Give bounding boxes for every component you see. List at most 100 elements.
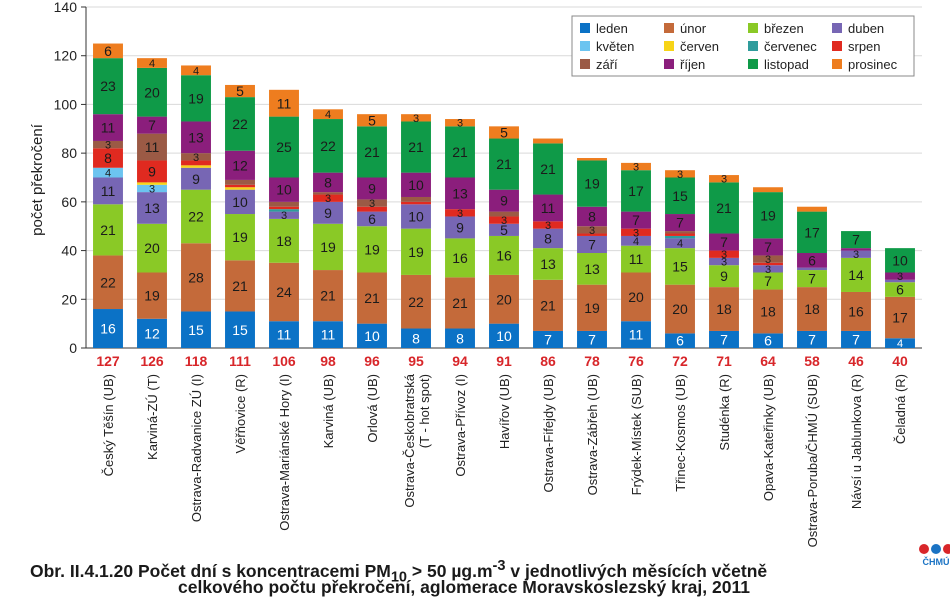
bar-value-label: 7 — [764, 239, 772, 255]
x-category-label: Orlová (UB) — [365, 374, 380, 443]
legend-swatch-květen — [580, 41, 590, 51]
bar-value-label: 4 — [633, 236, 639, 248]
bar-value-label: 19 — [408, 244, 424, 260]
bar-value-label: 18 — [804, 301, 820, 317]
legend-label: prosinec — [848, 57, 898, 72]
bar-segment-duben — [181, 167, 211, 190]
bar-segment-listopad — [489, 138, 519, 190]
bar-value-label: 3 — [897, 271, 903, 283]
bar-value-label: 11 — [101, 183, 116, 199]
bar-value-label: 6 — [368, 211, 376, 227]
bar-value-label: 19 — [188, 90, 204, 106]
bar-segment-září — [753, 255, 783, 263]
bar-segment-březen — [753, 272, 783, 290]
bar-segment-srpen — [357, 206, 387, 212]
total-label: 111 — [229, 353, 251, 369]
bar-segment-září — [577, 226, 607, 234]
bar-value-label: 25 — [276, 139, 292, 155]
bar-segment-únor — [313, 270, 343, 322]
bar-segment-říjen — [137, 116, 167, 134]
bar-segment-září — [137, 133, 167, 161]
legend: leden únor březen duben květen červen červenec… — [571, 15, 915, 77]
bar-segment-květen — [137, 184, 167, 193]
total-labels: 127 126 118 111 106 98 96 95 94 91 86 78 76 72 71 64 58 4… — [96, 353, 908, 369]
bar-value-label: 14 — [848, 267, 864, 283]
bar-segment-únor — [225, 260, 255, 312]
caption-line-2: celkového počtu překročení, aglomerace M… — [178, 577, 750, 597]
legend-label: srpen — [848, 39, 881, 54]
bar-value-label: 15 — [672, 258, 688, 274]
bar-value-label: 8 — [544, 230, 552, 246]
bar-segment-únor — [577, 284, 607, 331]
bar-value-label: 8 — [324, 174, 332, 190]
bar-segment-prosinec — [621, 162, 651, 171]
bar-segment-březen — [357, 226, 387, 273]
bar-segment-únor — [753, 289, 783, 334]
stacked-bar-chart: 0 20 40 60 80 100 120 140 počet překročení 16 22… — [29, 0, 922, 547]
bar-segment-leden — [137, 318, 167, 348]
bar-segment-prosinec — [93, 43, 123, 59]
x-category-label: Ostrava-Fifejdy (UB) — [541, 374, 556, 492]
bar-value-label: 4 — [193, 65, 199, 77]
bar-value-label: 5 — [236, 83, 244, 99]
bar-segment-srpen — [93, 148, 123, 168]
x-category-label: Frýdek-Místek (SUB) — [629, 374, 644, 495]
bar-segment-listopad — [709, 182, 739, 234]
bar-segment-srpen — [269, 206, 299, 210]
bar-segment-březen — [225, 214, 255, 261]
bar-value-label: 9 — [720, 268, 728, 284]
bar-value-label: 3 — [765, 254, 771, 266]
bar-value-label: 7 — [720, 332, 728, 348]
bar-segment-srpen — [621, 228, 651, 236]
bar-segment-srpen — [489, 216, 519, 224]
bar-value-label: 18 — [276, 233, 292, 249]
bar-value-label: 3 — [545, 220, 551, 232]
bar-segment-leden — [753, 333, 783, 348]
bar-segment-únor — [269, 262, 299, 322]
bar-segment-říjen — [313, 172, 343, 193]
total-label: 46 — [848, 353, 864, 369]
bar-segment-říjen — [577, 206, 607, 227]
y-tick-label: 100 — [54, 96, 78, 112]
bar-value-label: 7 — [588, 237, 596, 253]
legend-label: červen — [680, 39, 719, 54]
x-category-label-group: Ostrava-Fifejdy (UB) — [541, 374, 556, 492]
bar-segment-leden — [181, 311, 211, 348]
bar-segment-říjen — [357, 177, 387, 200]
bar-segment-duben — [93, 177, 123, 205]
bar-segment-leden — [577, 330, 607, 348]
bar-value-label: 3 — [853, 249, 859, 261]
bar-segment-duben — [665, 238, 695, 249]
total-label: 96 — [364, 353, 380, 369]
legend-swatch-říjen — [664, 59, 674, 69]
bar-value-label: 13 — [144, 200, 160, 216]
bar-value-label: 3 — [677, 169, 683, 181]
bar-segment-prosinec — [489, 126, 519, 139]
bar-segment-říjen — [181, 121, 211, 154]
bar-value-label: 10 — [232, 194, 248, 210]
bar-value-label: 21 — [496, 156, 512, 172]
legend-label: říjen — [680, 57, 705, 72]
bar-value-label: 3 — [457, 118, 463, 130]
bar-value-label: 11 — [101, 120, 116, 136]
bar-value-label: 10 — [364, 328, 380, 344]
bar-segment-únor — [357, 272, 387, 324]
bar-value-label: 10 — [408, 177, 424, 193]
x-category-label: Čeladná (R) — [893, 374, 908, 444]
bar-segment-únor — [93, 255, 123, 310]
bar-value-label: 17 — [628, 183, 644, 199]
bar-segment-září — [665, 231, 695, 234]
bar-segment-prosinec — [533, 138, 563, 144]
x-category-label: Český Těšín (UB) — [101, 374, 116, 476]
bar-segment-listopad — [841, 231, 871, 249]
legend-label: červenec — [764, 39, 817, 54]
bar-segment-duben — [621, 235, 651, 246]
bar-value-label: 11 — [277, 95, 292, 111]
bar-value-label: 21 — [364, 290, 380, 306]
x-category-label: Ostrava-Přívoz (I) — [453, 374, 468, 477]
total-label: 91 — [496, 353, 512, 369]
bar-value-label: 22 — [188, 209, 204, 225]
bar-value-label: 7 — [808, 271, 816, 287]
y-tick-label: 80 — [61, 145, 77, 161]
caption-exponent: -3 — [492, 558, 506, 574]
